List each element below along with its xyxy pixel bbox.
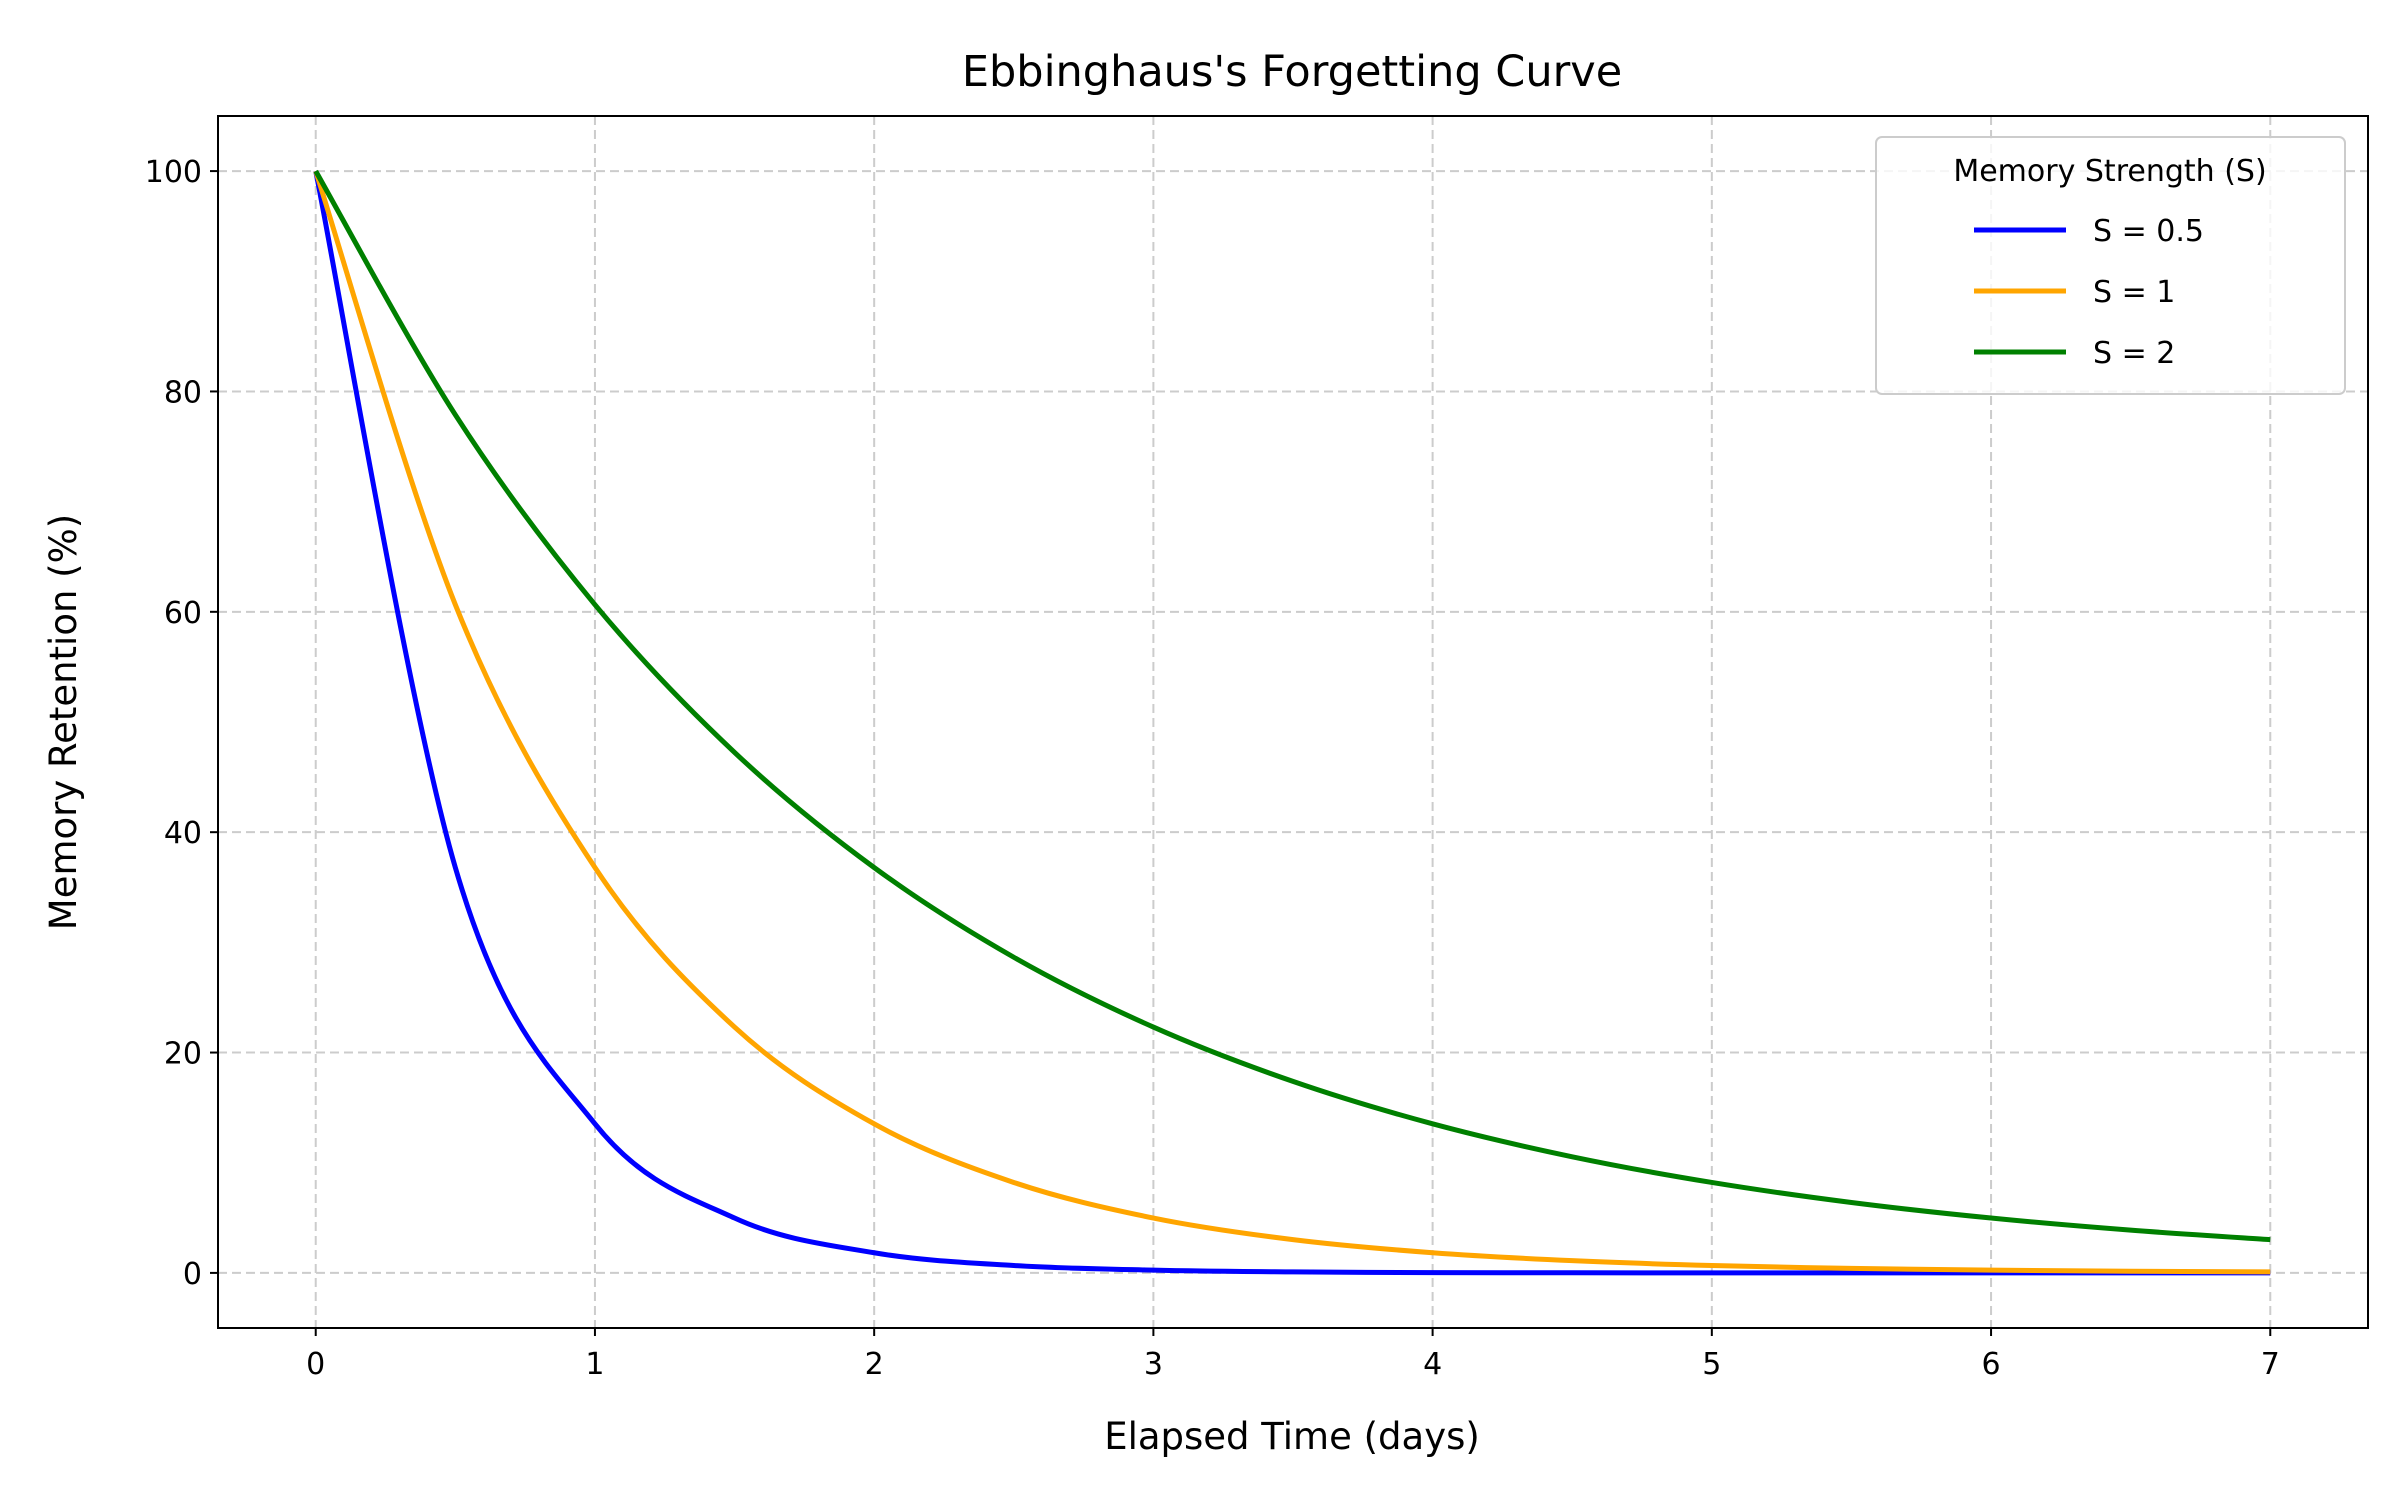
legend-label: S = 1 [2093, 275, 2175, 310]
y-axis-label: Memory Retention (%) [42, 514, 85, 930]
y-tick-label: 60 [164, 596, 202, 631]
x-tick-label: 1 [585, 1347, 604, 1382]
x-tick-label: 3 [1144, 1347, 1163, 1382]
legend-label: S = 2 [2093, 336, 2175, 371]
series-line-3 [313, 169, 2271, 1243]
y-tick-label: 80 [164, 375, 202, 410]
series-line-1 [313, 170, 2271, 1276]
legend-box [1875, 136, 2346, 395]
series-lines [313, 169, 2271, 1276]
y-tick-label: 40 [164, 816, 202, 851]
x-tick-label: 5 [1702, 1347, 1721, 1382]
axis-ticks: 0 1 2 3 4 5 6 7 0 20 40 60 80 100 [145, 155, 2280, 1382]
legend-entries: S = 0.5 S = 1 S = 2 [1974, 214, 2204, 371]
x-tick-label: 2 [865, 1347, 884, 1382]
y-tick-label: 0 [183, 1257, 202, 1292]
x-tick-label: 7 [2261, 1347, 2280, 1382]
chart-title: Ebbinghaus's Forgetting Curve [962, 47, 1622, 97]
y-tick-label: 20 [164, 1037, 202, 1072]
legend-title: Memory Strength (S) [1953, 154, 2266, 189]
x-axis-label: Elapsed Time (days) [1104, 1415, 1480, 1458]
legend: Memory Strength (S) S = 0.5 S = 1 S = 2 [1875, 136, 2346, 395]
y-tick-label: 100 [145, 155, 202, 190]
legend-label: S = 0.5 [2093, 214, 2204, 249]
x-tick-label: 6 [1982, 1347, 2001, 1382]
x-tick-label: 4 [1423, 1347, 1442, 1382]
plot-frame [217, 115, 2369, 1329]
series-line-2 [313, 170, 2271, 1275]
x-tick-label: 0 [306, 1347, 325, 1382]
